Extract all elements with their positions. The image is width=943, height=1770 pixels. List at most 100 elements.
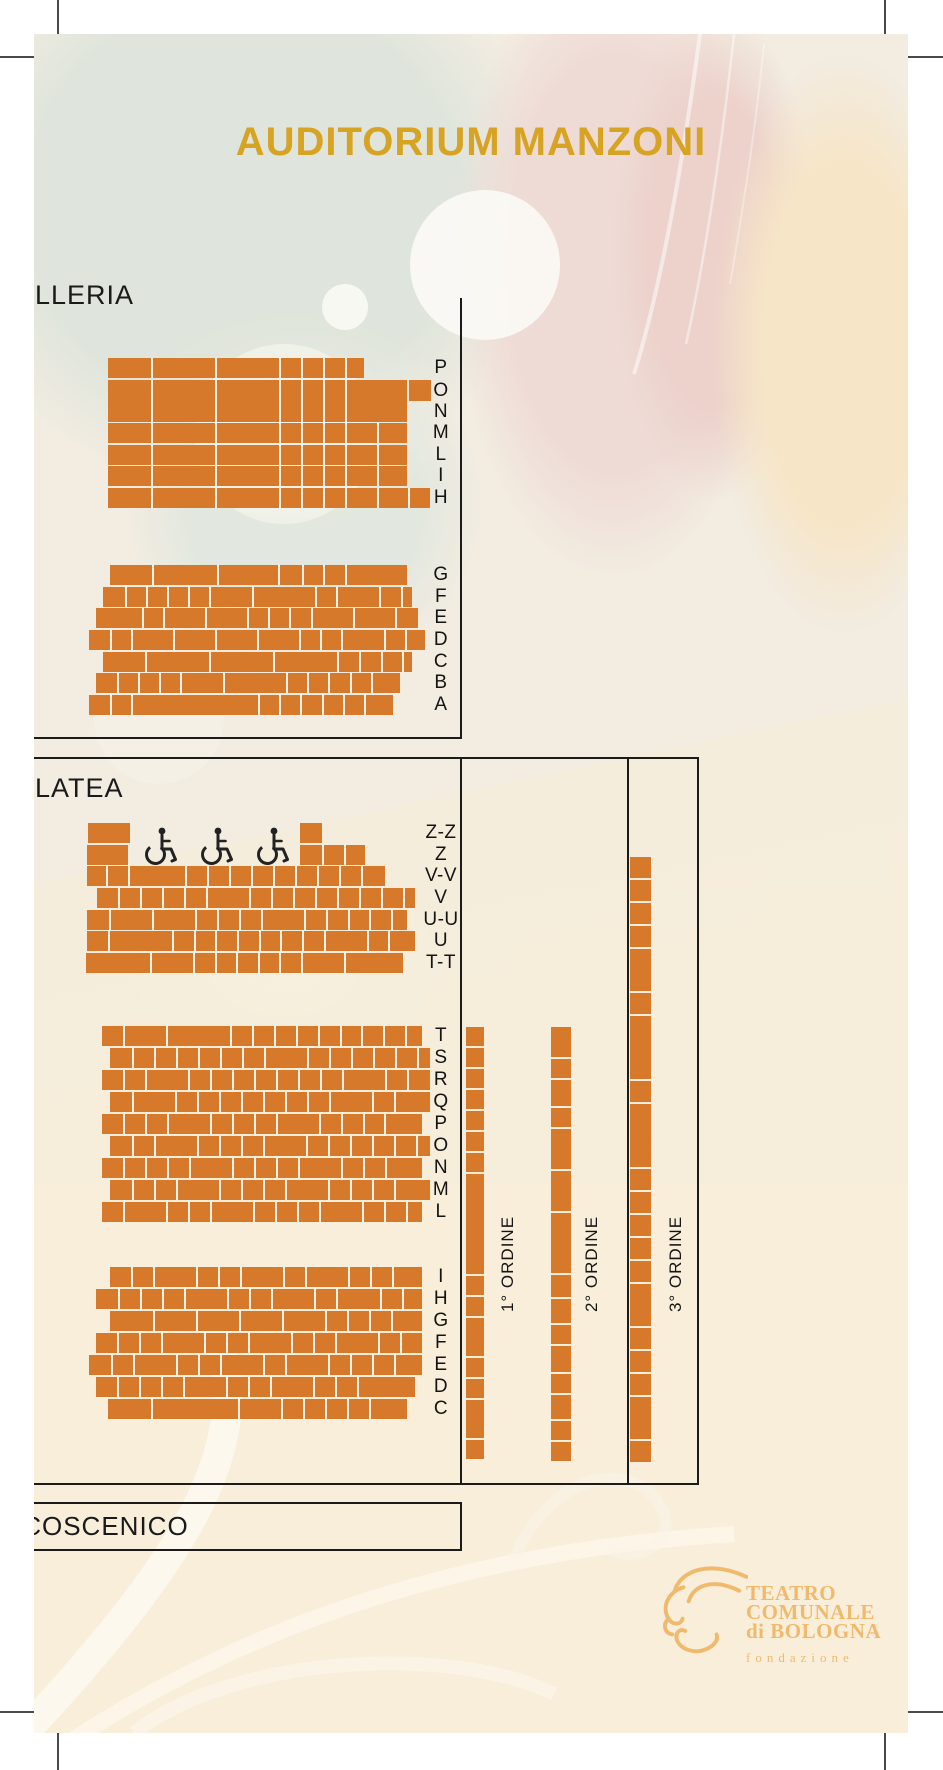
seat-row-f[interactable] xyxy=(103,587,412,607)
ordine-3-seat-segment[interactable] xyxy=(630,1261,651,1282)
seat-divider xyxy=(345,380,347,401)
seat-row-t-t[interactable] xyxy=(86,953,403,973)
seat-row-u-u[interactable] xyxy=(87,910,407,930)
seat-divider xyxy=(274,1026,276,1046)
ordine-3-seat-segment[interactable] xyxy=(630,1215,651,1236)
seat-row-d[interactable] xyxy=(89,630,425,650)
ordine-1-seat-segment[interactable] xyxy=(466,1400,484,1438)
ordine-1-seat-segment[interactable] xyxy=(466,1318,484,1356)
seat-row-b[interactable] xyxy=(96,673,400,693)
ordine-3-seat-segment[interactable] xyxy=(630,903,651,924)
ordine-3-seat-segment[interactable] xyxy=(630,880,651,901)
seat-row-e[interactable] xyxy=(89,1355,422,1375)
seat-row-z[interactable] xyxy=(300,845,365,865)
seat-row-n[interactable] xyxy=(102,1158,422,1178)
ordine-3-seat-segment[interactable] xyxy=(630,1081,651,1102)
seat-row-i[interactable] xyxy=(110,1267,422,1287)
ordine-3-seat-segment[interactable] xyxy=(630,1016,651,1079)
seat-row-p[interactable] xyxy=(108,358,364,378)
seat-row-p[interactable] xyxy=(102,1114,422,1134)
seat-row-o[interactable] xyxy=(409,380,431,401)
ordine-1-seat-segment[interactable] xyxy=(466,1132,484,1151)
seat-divider xyxy=(108,931,110,951)
seat-row-o[interactable] xyxy=(110,1136,430,1156)
seat-divider xyxy=(210,1114,212,1134)
seat-row-t[interactable] xyxy=(102,1026,422,1046)
ordine-1-seat-segment[interactable] xyxy=(466,1027,484,1046)
seat-row-q[interactable] xyxy=(110,1092,430,1112)
row-label-o: O xyxy=(433,1135,449,1156)
seat-row-h[interactable] xyxy=(96,1289,422,1309)
ordine-1-seat-segment[interactable] xyxy=(466,1379,484,1398)
ordine-2-seat-segment[interactable] xyxy=(551,1059,571,1078)
seat-row-m[interactable] xyxy=(108,423,407,443)
seat-row-g[interactable] xyxy=(110,1311,422,1331)
seat-row-v-v[interactable] xyxy=(87,866,385,886)
seat-row-f[interactable] xyxy=(96,1333,422,1353)
seat-row-z[interactable] xyxy=(87,845,128,865)
ordine-3-seat-segment[interactable] xyxy=(630,1374,651,1395)
ordine-1-seat-segment[interactable] xyxy=(466,1174,484,1274)
ordine-2-seat-segment[interactable] xyxy=(551,1421,571,1440)
seat-row-v[interactable] xyxy=(97,888,415,908)
seat-row-z-z[interactable] xyxy=(300,823,322,843)
seat-divider xyxy=(320,1070,322,1090)
seat-row-h[interactable] xyxy=(108,488,430,508)
ordine-1-seat-segment[interactable] xyxy=(466,1048,484,1067)
ordine-1-seat-segment[interactable] xyxy=(466,1276,484,1295)
seat-row-o[interactable] xyxy=(108,380,407,401)
ordine-3-seat-segment[interactable] xyxy=(630,857,651,878)
seat-row-a[interactable] xyxy=(89,695,393,715)
ordine-3-seat-segment[interactable] xyxy=(630,1441,651,1462)
seat-row-l[interactable] xyxy=(102,1202,422,1222)
ordine-1-seat-segment[interactable] xyxy=(466,1440,484,1459)
seat-row-n[interactable] xyxy=(108,401,407,422)
ordine-2-seat-segment[interactable] xyxy=(551,1395,571,1419)
ordine-3-seat-segment[interactable] xyxy=(630,1351,651,1372)
ordine-3-seat-segment[interactable] xyxy=(630,1192,651,1213)
ordine-2-seat-segment[interactable] xyxy=(551,1129,571,1169)
seat-divider xyxy=(151,358,153,378)
ordine-2-seat-segment[interactable] xyxy=(551,1171,571,1211)
ordine-1-seat-segment[interactable] xyxy=(466,1297,484,1316)
ordine-3-seat-segment[interactable] xyxy=(630,949,651,991)
ordine-3-seat-segment[interactable] xyxy=(630,1397,651,1439)
seat-row-i[interactable] xyxy=(108,466,407,486)
ordine-2-seat-segment[interactable] xyxy=(551,1108,571,1127)
ordine-2-seat-segment[interactable] xyxy=(551,1346,571,1372)
seat-row-z-z[interactable] xyxy=(88,823,130,843)
seat-divider xyxy=(138,673,140,693)
seat-row-r[interactable] xyxy=(102,1070,430,1090)
ordine-3-seat-segment[interactable] xyxy=(630,926,651,947)
seat-row-u[interactable] xyxy=(87,931,415,951)
ordine-1-seat-segment[interactable] xyxy=(466,1069,484,1088)
ordine-3-seat-segment[interactable] xyxy=(630,1238,651,1259)
ordine-2-seat-segment[interactable] xyxy=(551,1325,571,1344)
ordine-2-seat-segment[interactable] xyxy=(551,1299,571,1323)
ordine-1-seat-segment[interactable] xyxy=(466,1111,484,1130)
ordine-1-seat-segment[interactable] xyxy=(466,1358,484,1377)
seat-row-c[interactable] xyxy=(108,1399,407,1419)
seat-row-m[interactable] xyxy=(110,1180,430,1200)
ordine-3-seat-segment[interactable] xyxy=(630,1104,651,1167)
seat-row-d[interactable] xyxy=(96,1377,415,1397)
ordine-3-seat-segment[interactable] xyxy=(630,1169,651,1190)
seat-row-l[interactable] xyxy=(108,445,407,465)
seat-row-s[interactable] xyxy=(110,1048,430,1068)
seat-row-c[interactable] xyxy=(103,652,412,672)
ordine-1-seat-segment[interactable] xyxy=(466,1090,484,1109)
ordine-2-seat-segment[interactable] xyxy=(551,1275,571,1297)
ordine-2-seat-segment[interactable] xyxy=(551,1213,571,1273)
seat-row-g[interactable] xyxy=(110,565,407,585)
ordine-2-seat-segment[interactable] xyxy=(551,1080,571,1106)
seat-row-e[interactable] xyxy=(96,608,418,628)
ordine-3-seat-segment[interactable] xyxy=(630,1284,651,1326)
ordine-3-seat-segment[interactable] xyxy=(630,1328,651,1349)
ordine-3-seat-segment[interactable] xyxy=(630,993,651,1014)
ordine-2-seat-segment[interactable] xyxy=(551,1442,571,1461)
ordine-2-seat-segment[interactable] xyxy=(551,1027,571,1057)
seat-divider xyxy=(324,931,326,951)
ordine-2-seat-segment[interactable] xyxy=(551,1374,571,1393)
ordine-1-seat-segment[interactable] xyxy=(466,1153,484,1172)
